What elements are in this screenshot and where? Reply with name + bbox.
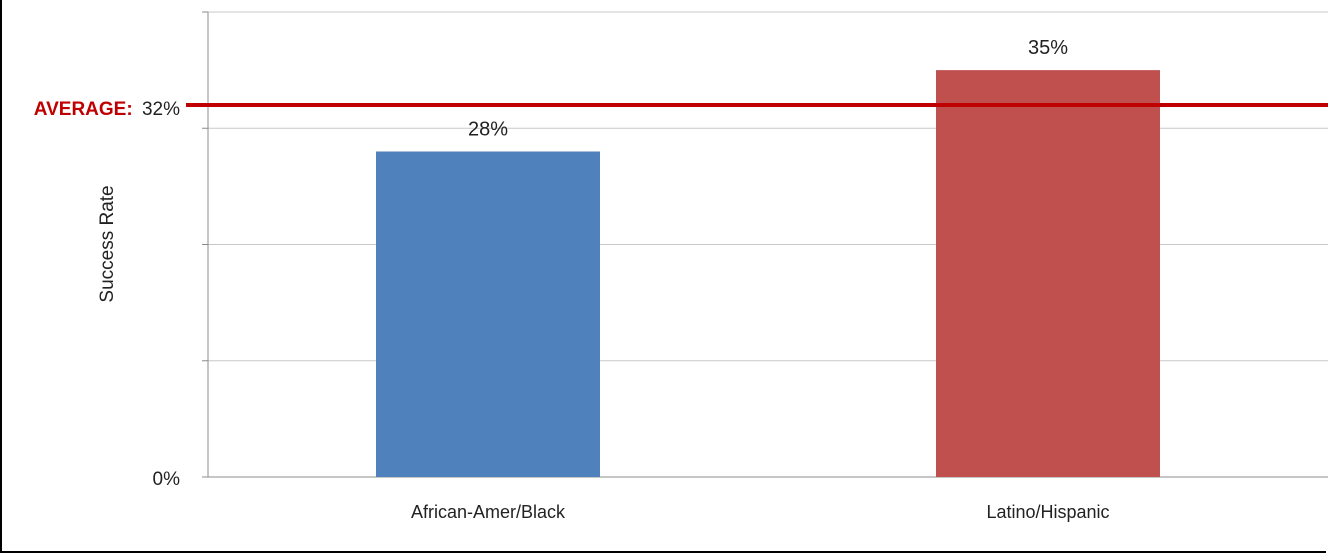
category-label: African-Amer/Black <box>411 502 566 522</box>
bar-value-label: 28% <box>468 119 508 141</box>
average-label-prefix: AVERAGE: <box>34 99 133 120</box>
bar-value-label: 35% <box>1028 37 1068 59</box>
y-tick-label-zero: 0% <box>153 469 181 490</box>
y-axis-title: Success Rate <box>97 185 118 302</box>
y-axis-ticks <box>202 11 208 478</box>
category-labels: African-Amer/Black Latino/Hispanic <box>411 502 1110 522</box>
average-label-value: 32% <box>142 99 180 120</box>
bar <box>936 70 1160 477</box>
category-label: Latino/Hispanic <box>986 502 1109 522</box>
bars <box>376 70 1160 477</box>
bar <box>376 151 600 477</box>
average-label: AVERAGE: 32% <box>34 99 180 120</box>
bar-value-labels: 28% 35% <box>468 37 1068 140</box>
